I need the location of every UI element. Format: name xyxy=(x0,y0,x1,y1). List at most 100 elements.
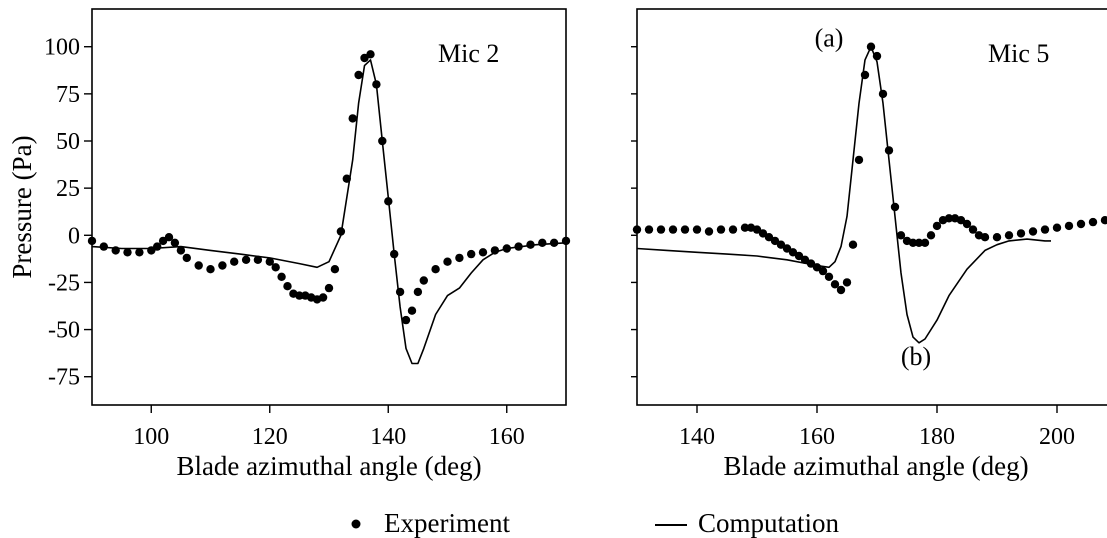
experiment-point xyxy=(800,255,810,264)
y-tick-label: 25 xyxy=(56,176,80,202)
experiment-point xyxy=(944,214,954,223)
x-tick-label: 200 xyxy=(1039,424,1075,450)
x-tick-label: 160 xyxy=(799,424,835,450)
legend-computation-label: Computation xyxy=(698,508,839,538)
x-tick-label: 100 xyxy=(133,424,169,450)
experiment-point xyxy=(170,238,180,247)
computation-line xyxy=(91,59,567,365)
experiment-point xyxy=(395,287,405,297)
experiment-point xyxy=(182,253,191,263)
experiment-point xyxy=(794,251,804,261)
experiment-point xyxy=(932,221,942,231)
experiment-point xyxy=(318,293,328,302)
experiment-point xyxy=(914,238,924,247)
x-axis-ticks: 100 120 140 160 xyxy=(133,405,525,450)
experiment-point xyxy=(348,114,357,123)
experiment-point xyxy=(253,255,263,264)
x-tick-label: 160 xyxy=(489,424,525,450)
experiment-point xyxy=(716,225,726,234)
experiment-point xyxy=(1016,229,1026,238)
experiment-point xyxy=(401,315,411,325)
experiment-point xyxy=(164,233,174,242)
experiment-point xyxy=(283,282,292,291)
plot-area xyxy=(87,50,571,365)
experiment-point xyxy=(752,225,762,234)
experiment-point xyxy=(878,89,888,99)
experiment-point xyxy=(431,265,440,274)
experiment-point xyxy=(788,248,798,257)
y-tick-label: 75 xyxy=(56,82,80,108)
experiment-point xyxy=(123,248,132,257)
experiment-point xyxy=(324,283,334,293)
experiment-point xyxy=(561,236,571,246)
experiment-point xyxy=(992,233,1002,242)
plot-frame xyxy=(636,8,1107,406)
experiment-point xyxy=(920,238,930,247)
experiment-point xyxy=(668,225,678,234)
experiment-point xyxy=(490,246,500,255)
experiment-point xyxy=(194,261,203,270)
experiment-point xyxy=(854,155,864,165)
experiment-point xyxy=(1052,223,1062,232)
x-axis-title: Blade azimuthal angle (deg) xyxy=(176,451,481,481)
experiment-point xyxy=(704,227,714,236)
experiment-point xyxy=(366,50,375,59)
y-axis-ticks: 100 75 50 25 0 -25 -50 -75 xyxy=(44,35,92,391)
legend-experiment-marker xyxy=(351,519,361,529)
experiment-point xyxy=(478,248,488,257)
experiment-point xyxy=(980,233,990,242)
y-tick-label: 50 xyxy=(56,129,80,155)
experiment-point xyxy=(1040,225,1050,234)
experiment-point xyxy=(330,265,340,274)
experiment-point xyxy=(467,249,476,259)
experiment-point xyxy=(692,225,702,234)
experiment-point xyxy=(836,285,846,295)
experiment-point xyxy=(1076,219,1086,229)
experiment-point xyxy=(419,276,428,285)
experiment-point xyxy=(782,244,792,253)
experiment-point xyxy=(968,225,978,234)
experiment-point xyxy=(354,70,363,80)
plot-area xyxy=(632,42,1107,344)
experiment-point xyxy=(538,238,547,247)
legend-experiment-label: Experiment xyxy=(384,508,510,538)
experiment-point xyxy=(890,202,900,212)
experiment-point xyxy=(360,53,369,63)
experiment-point xyxy=(1004,231,1014,240)
y-tick-label: -50 xyxy=(48,318,80,344)
y-tick-label: -75 xyxy=(48,365,80,391)
experiment-point xyxy=(908,238,918,247)
annotation-a: (a) xyxy=(815,23,844,52)
panel-mic-5: 140 160 180 200 Mic 5 (a) (b) Blade azimuth… xyxy=(631,8,1107,481)
x-axis-ticks: 140 160 180 200 xyxy=(679,405,1075,450)
experiment-point xyxy=(680,225,690,234)
x-tick-label: 120 xyxy=(252,424,288,450)
x-axis-title: Blade azimuthal angle (deg) xyxy=(723,451,1028,481)
experiment-point xyxy=(1028,227,1038,236)
panel-mic-2: 100 75 50 25 0 -25 -50 -75 100 120 140 160 Mic 2 B… xyxy=(7,8,571,481)
x-tick-label: 140 xyxy=(679,424,715,450)
experiment-point xyxy=(644,225,654,234)
experiment-point xyxy=(818,266,828,276)
experiment-point xyxy=(295,291,304,300)
y-axis-ticks xyxy=(631,46,637,378)
experiment-point xyxy=(1064,221,1074,231)
experiment-point xyxy=(135,248,144,257)
experiment-point xyxy=(896,231,906,240)
experiment-point xyxy=(443,257,452,266)
experiment-point xyxy=(265,257,274,266)
experiment-point xyxy=(956,216,966,225)
experiment-point xyxy=(176,246,186,255)
experiment-point xyxy=(764,233,774,242)
experiment-point xyxy=(842,278,852,287)
experiment-point xyxy=(1088,217,1098,227)
experiment-point xyxy=(277,272,286,281)
experiment-point xyxy=(776,240,786,249)
experiment-point xyxy=(728,225,738,234)
experiment-point xyxy=(206,265,215,274)
experiment-point xyxy=(758,229,768,238)
mic-2-label: Mic 2 xyxy=(438,39,499,68)
experiment-point xyxy=(87,236,97,246)
experiment-point xyxy=(407,306,417,315)
experiment-point xyxy=(884,146,894,155)
